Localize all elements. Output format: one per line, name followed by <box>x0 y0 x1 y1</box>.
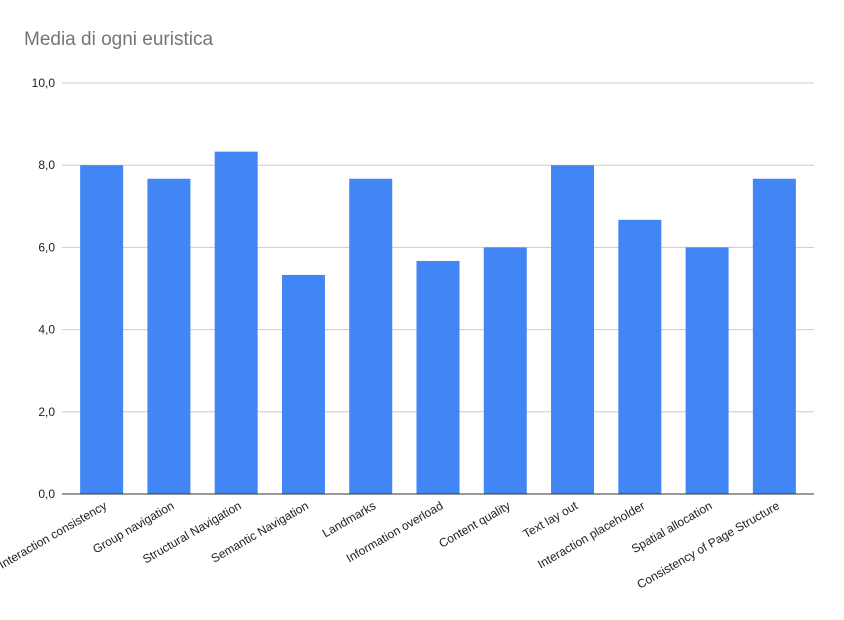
bar <box>349 178 393 494</box>
y-tick-label: 0,0 <box>38 487 55 501</box>
bar <box>483 247 527 494</box>
bar <box>147 178 191 494</box>
bar <box>281 274 325 494</box>
y-axis-tick-labels: 0,0 2,0 4,0 6,0 8,0 10,0 <box>32 76 56 501</box>
bars <box>80 151 796 494</box>
x-tick-label: Content quality <box>436 498 512 550</box>
bar <box>685 247 729 494</box>
x-tick-label: Text lay out <box>520 498 580 541</box>
x-tick-label: Interaction consistency <box>0 498 109 571</box>
y-tick-label: 8,0 <box>38 158 55 172</box>
chart-title: Media di ogni euristica <box>24 29 214 50</box>
bar <box>752 178 796 494</box>
y-tick-label: 2,0 <box>38 405 55 419</box>
x-tick-label: Interaction placeholder <box>535 498 647 571</box>
bar <box>214 151 258 494</box>
bar <box>80 165 124 494</box>
bar <box>551 165 595 494</box>
y-tick-label: 10,0 <box>32 76 56 90</box>
y-tick-label: 6,0 <box>38 240 55 254</box>
y-tick-label: 4,0 <box>38 323 55 337</box>
x-tick-label: Landmarks <box>320 498 378 540</box>
bar <box>416 260 460 494</box>
bar <box>618 219 662 494</box>
